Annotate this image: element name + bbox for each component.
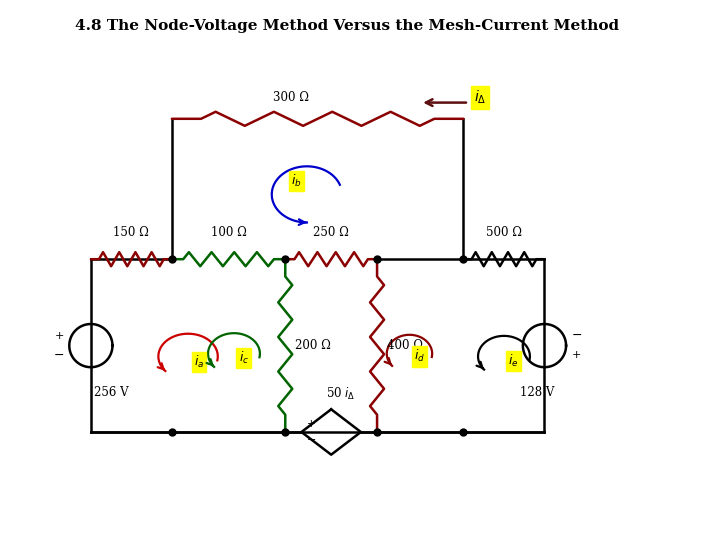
Text: $\mathit{i}_{a}$: $\mathit{i}_{a}$ (194, 354, 204, 370)
Text: 4.8 The Node-Voltage Method Versus the Mesh-Current Method: 4.8 The Node-Voltage Method Versus the M… (75, 19, 618, 33)
Text: +: + (307, 419, 315, 429)
Text: +: + (55, 331, 64, 341)
Text: $\mathit{i}_{c}$: $\mathit{i}_{c}$ (238, 350, 249, 366)
Text: −: − (53, 349, 64, 362)
Text: $\mathit{i}_{d}$: $\mathit{i}_{d}$ (414, 348, 425, 364)
Text: 50 $i_\Delta$: 50 $i_\Delta$ (325, 386, 355, 402)
Text: +: + (572, 350, 581, 360)
Text: −: − (307, 435, 316, 445)
Text: 250 Ω: 250 Ω (313, 226, 349, 239)
Text: 400 Ω: 400 Ω (387, 339, 423, 352)
Text: 300 Ω: 300 Ω (273, 91, 309, 104)
Text: 128 V: 128 V (520, 386, 554, 399)
Text: 500 Ω: 500 Ω (486, 226, 522, 239)
Text: 256 V: 256 V (94, 386, 128, 399)
Text: 150 Ω: 150 Ω (114, 226, 149, 239)
Text: 200 Ω: 200 Ω (295, 339, 331, 352)
Text: 100 Ω: 100 Ω (211, 226, 246, 239)
Text: $\mathit{i}_{e}$: $\mathit{i}_{e}$ (508, 353, 519, 369)
Text: $\mathit{i}_{b}$: $\mathit{i}_{b}$ (291, 173, 302, 189)
Text: $\mathit{i}_{\Delta}$: $\mathit{i}_{\Delta}$ (474, 89, 487, 106)
Text: −: − (572, 329, 582, 342)
